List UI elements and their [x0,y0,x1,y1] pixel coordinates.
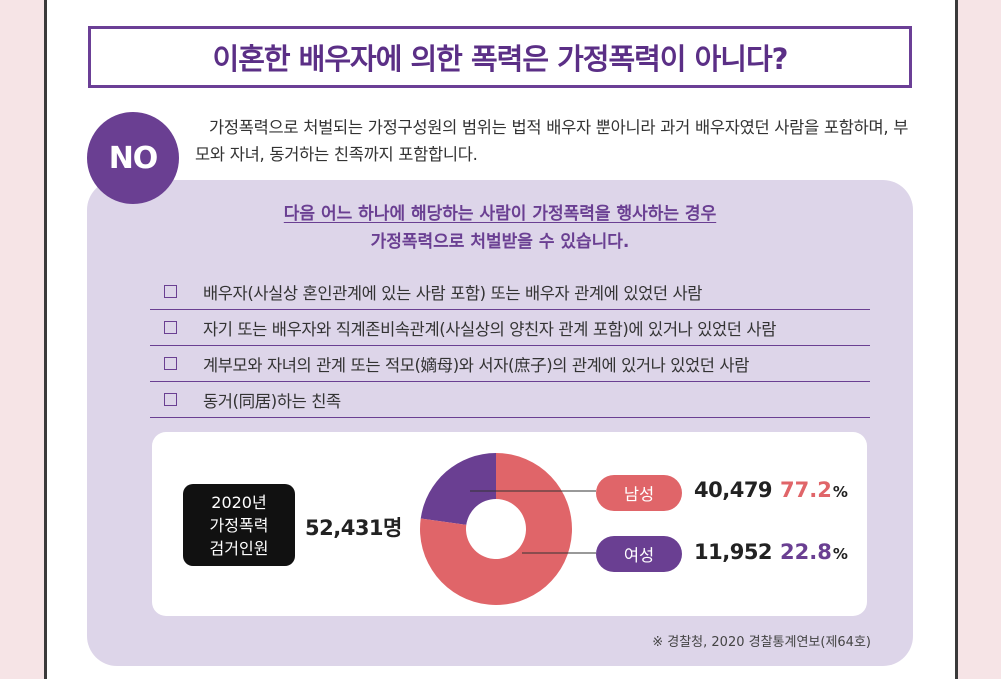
female-label-text: 여성 [623,546,655,565]
male-stat: 40,479 77.2 % [694,478,848,502]
checklist-item-label: 배우자(사실상 혼인관계에 있는 사람 포함) 또는 배우자 관계에 있었던 사… [203,283,703,303]
title-box: 이혼한 배우자에 의한 폭력은 가정폭력이 아니다? [88,26,912,88]
checkbox-icon [164,321,177,334]
stat-year: 2020년 [211,492,267,512]
checkbox-icon [164,393,177,406]
lead-line-2: 가정폭력으로 처벌받을 수 있습니다. [370,232,630,252]
stat-measure: 검거인원 [209,538,269,558]
checklist: 배우자(사실상 혼인관계에 있는 사람 포함) 또는 배우자 관계에 있었던 사… [150,274,870,418]
no-badge: NO [87,112,179,204]
male-percent-sign: % [832,483,848,501]
checklist-item-label: 자기 또는 배우자와 직계존비속관계(사실상의 양친자 관계 포함)에 있거나 … [203,319,776,339]
male-count: 40,479 [694,478,773,502]
stat-category: 가정폭력 [209,515,269,535]
intro-text: 가정폭력으로 처벌되는 가정구성원의 범위는 법적 배우자 뿐아니라 과거 배우… [195,118,909,164]
checkbox-icon [164,285,177,298]
donut-slice-female [420,453,496,525]
male-percent: 77.2 [780,478,832,502]
checklist-item: 자기 또는 배우자와 직계존비속관계(사실상의 양친자 관계 포함)에 있거나 … [150,310,870,346]
checkbox-icon [164,357,177,370]
checklist-item-label: 동거(同居)하는 친족 [203,391,341,411]
female-percent-sign: % [832,545,848,563]
source-note: ※ 경찰청, 2020 경찰통계연보(제64호) [652,635,871,650]
no-badge-label: NO [108,140,159,176]
lead-line-1: 다음 어느 하나에 해당하는 사람이 가정폭력을 행사하는 경우 [283,204,717,224]
female-percent: 22.8 [780,540,832,564]
female-stat: 11,952 22.8 % [694,540,848,564]
lead-text: 다음 어느 하나에 해당하는 사람이 가정폭력을 행사하는 경우 가정폭력으로 … [87,200,913,256]
checklist-item: 배우자(사실상 혼인관계에 있는 사람 포함) 또는 배우자 관계에 있었던 사… [150,274,870,310]
female-count: 11,952 [694,540,773,564]
checklist-item: 동거(同居)하는 친족 [150,382,870,418]
male-label: 남성 [596,475,682,511]
checklist-item-label: 계부모와 자녀의 관계 또는 적모(嫡母)와 서자(庶子)의 관계에 있거나 있… [203,355,749,375]
female-label: 여성 [596,536,682,572]
stat-label-box: 2020년 가정폭력 검거인원 [183,484,295,566]
stat-total: 52,431명 [305,516,402,540]
page-title: 이혼한 배우자에 의한 폭력은 가정폭력이 아니다? [212,42,789,76]
checklist-item: 계부모와 자녀의 관계 또는 적모(嫡母)와 서자(庶子)의 관계에 있거나 있… [150,346,870,382]
male-label-text: 남성 [623,485,655,504]
